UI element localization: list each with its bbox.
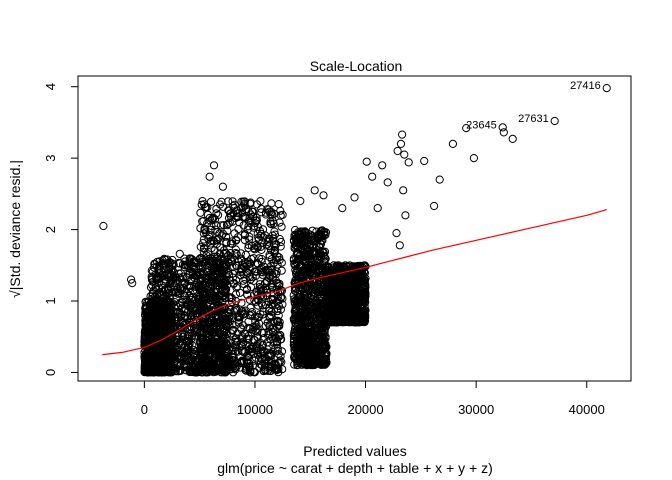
scatter-point: [430, 201, 439, 211]
chart-title: Scale-Location: [310, 58, 403, 74]
scatter-point: [218, 182, 227, 191]
scatter-point: [224, 197, 233, 206]
y-tick-label: 2: [43, 226, 58, 233]
scatter-point: [508, 134, 517, 143]
scatter-point: [236, 249, 245, 258]
point-label: 27416: [570, 80, 601, 92]
scatter-point: [176, 274, 185, 283]
scatter-point: [378, 161, 387, 170]
x-axis-title: Predicted values: [303, 443, 407, 459]
scatter-point: [448, 139, 457, 148]
scatter-point: [499, 128, 508, 137]
scatter-point: [276, 206, 285, 215]
scatter-point: [399, 186, 408, 195]
x-tick-label: 40000: [569, 402, 605, 417]
scatter-point: [338, 204, 347, 213]
scatter-point: [140, 353, 149, 363]
scatter-point: [310, 186, 319, 195]
scatter-point: [274, 200, 283, 209]
scatter-point: [196, 208, 205, 217]
x-axis-subtitle: glm(price ~ carat + depth + table + x + …: [217, 460, 492, 476]
scatter-point: [395, 241, 404, 250]
scatter-point: [396, 139, 406, 148]
x-axis: 0 10000 20000 30000 40000: [141, 380, 605, 417]
scatter-point: [393, 146, 402, 156]
scatter-point: [209, 161, 219, 170]
scatter-point: [420, 156, 429, 166]
scatter-point: [319, 191, 328, 200]
x-tick-label: 20000: [347, 402, 383, 417]
scatter-point: [99, 221, 108, 231]
points-layer: [99, 84, 611, 377]
y-tick-label: 4: [43, 83, 58, 90]
scatter-point: [362, 157, 371, 166]
x-tick-label: 10000: [237, 402, 273, 417]
scatter-point: [234, 224, 243, 234]
y-tick-label: 1: [43, 297, 58, 304]
scatter-point: [400, 150, 409, 159]
x-tick-label: 0: [141, 402, 148, 417]
scatter-point: [498, 123, 507, 132]
y-axis-title: √|Std. deviance resid.|: [7, 160, 23, 298]
point-label: 27631: [518, 113, 549, 125]
point-label: 23645: [466, 119, 497, 131]
scatter-point: [296, 196, 305, 206]
y-axis: 0 1 2 3 4: [43, 83, 79, 376]
scatter-point: [398, 130, 407, 139]
scatter-point: [469, 154, 478, 163]
scatter-point: [175, 249, 184, 258]
scatter-point: [350, 193, 359, 202]
scatter-point: [404, 158, 413, 167]
scatter-point: [435, 175, 444, 184]
y-tick-label: 0: [43, 369, 58, 376]
scatter-point: [368, 172, 377, 181]
scatter-point: [392, 229, 401, 238]
x-tick-label: 30000: [458, 402, 494, 417]
point-labels-layer: 27416 23645 27631: [466, 80, 601, 131]
scatter-point: [383, 178, 392, 187]
scatter-point: [143, 362, 152, 371]
scatter-point: [602, 84, 611, 93]
scatter-point: [373, 204, 382, 213]
scatter-point: [550, 116, 559, 126]
scatter-point: [205, 172, 214, 181]
scatter-point: [401, 211, 410, 220]
scatter-point: [277, 266, 286, 275]
scatter-point: [277, 222, 286, 231]
y-tick-label: 3: [43, 154, 58, 161]
